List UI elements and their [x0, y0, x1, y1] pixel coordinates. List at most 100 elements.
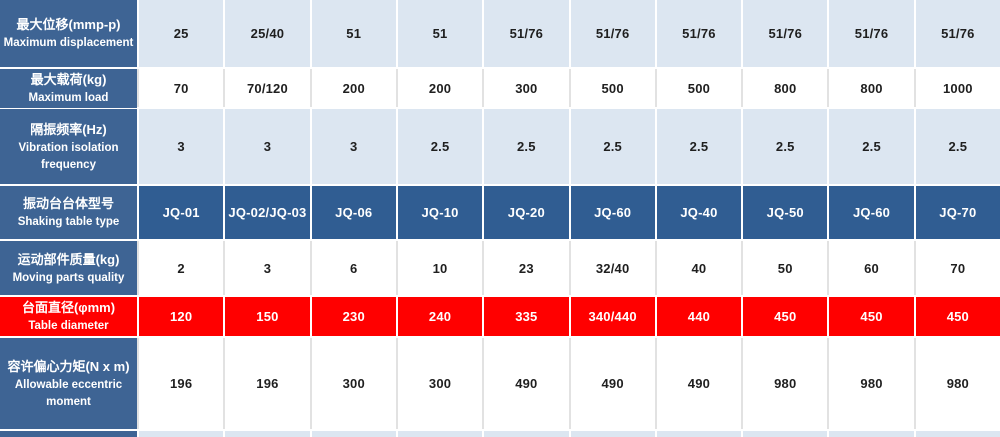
value-cell [484, 431, 569, 437]
value-cell: JQ-20 [484, 186, 569, 239]
row-label-zh: 最大位移(mmp-p) [16, 17, 121, 33]
value-cell: 3 [225, 109, 310, 184]
table-row [0, 431, 1000, 437]
value-cell: 3 [225, 241, 310, 295]
value-cell: 2.5 [484, 109, 569, 184]
value-cell: 2.5 [743, 109, 828, 184]
value-cell: 3 [139, 109, 224, 184]
value-cell: 196 [225, 338, 310, 429]
value-cell: 200 [397, 69, 483, 108]
value-cell: 196 [139, 338, 224, 429]
value-cell: 450 [915, 297, 1000, 336]
value-cell: 60 [829, 241, 914, 295]
value-cell: 70/120 [225, 69, 310, 108]
row-label-en: Maximum displacement [3, 37, 134, 50]
value-cell [915, 431, 1000, 437]
value-cell [743, 431, 828, 437]
row-label-zh: 容许偏心力矩(N x m) [7, 358, 130, 374]
value-cell: 2.5 [397, 109, 483, 184]
value-cell: 230 [311, 297, 396, 336]
value-cell: 51/76 [829, 0, 914, 67]
value-cell: 490 [570, 338, 655, 429]
value-cell: 340/440 [570, 297, 655, 336]
row-label-en: Vibration isolation frequency [18, 141, 119, 171]
value-cell: 51/76 [915, 0, 1000, 67]
value-cell: 2.5 [915, 109, 1000, 184]
value-cell: 70 [915, 241, 1000, 295]
value-cell: JQ-10 [397, 186, 483, 239]
value-cell: 2.5 [829, 109, 914, 184]
table-row: 运动部件质量(kg) Moving parts quality 2 3 6 10 23 32/… [0, 241, 1000, 295]
row-label-zh: 最大载荷(kg) [30, 72, 107, 87]
value-cell: 51/76 [656, 0, 742, 67]
value-cell: 2.5 [570, 109, 655, 184]
row-label-zh: 振动台台体型号 [22, 196, 114, 212]
value-cell: 51/76 [570, 0, 655, 67]
row-label-en: Maximum load [28, 92, 109, 105]
value-cell [829, 431, 914, 437]
value-cell: 10 [397, 241, 483, 295]
value-cell: JQ-02/JQ-03 [225, 186, 310, 239]
value-cell: 32/40 [570, 241, 655, 295]
row-label-zh: 隔振频率(Hz) [30, 121, 107, 137]
value-cell: 240 [397, 297, 483, 336]
value-cell: JQ-50 [743, 186, 828, 239]
row-header [0, 431, 137, 437]
value-cell [139, 431, 224, 437]
value-cell [225, 431, 310, 437]
value-cell: 25/40 [225, 0, 310, 67]
value-cell: 51 [397, 0, 483, 67]
value-cell: 120 [139, 297, 224, 336]
value-cell [311, 431, 396, 437]
table-row: 容许偏心力矩(N x m) Allowable eccentric moment 1… [0, 338, 1000, 429]
row-header: 容许偏心力矩(N x m) Allowable eccentric moment [0, 338, 137, 429]
value-cell: JQ-60 [829, 186, 914, 239]
value-cell: 25 [139, 0, 224, 67]
row-header: 振动台台体型号 Shaking table type [0, 186, 137, 239]
value-cell: 500 [656, 69, 742, 108]
value-cell: JQ-01 [139, 186, 224, 239]
value-cell: 70 [139, 69, 224, 108]
value-cell: 980 [915, 338, 1000, 429]
value-cell: 300 [397, 338, 483, 429]
value-cell: JQ-40 [656, 186, 742, 239]
value-cell: 440 [656, 297, 742, 336]
table-row: 振动台台体型号 Shaking table type JQ-01 JQ-02/JQ-0… [0, 186, 1000, 239]
table-row: 隔振频率(Hz) Vibration isolation frequency 3 3 3… [0, 109, 1000, 184]
value-cell: 300 [484, 69, 569, 108]
row-header: 台面直径(φmm) Table diameter [0, 297, 137, 336]
row-header: 最大载荷(kg) Maximum load [0, 69, 137, 108]
table-row: 台面直径(φmm) Table diameter 120 150 230 240 335 34… [0, 297, 1000, 336]
value-cell [397, 431, 483, 437]
value-cell: 490 [484, 338, 569, 429]
value-cell: JQ-60 [570, 186, 655, 239]
row-header: 最大位移(mmp-p) Maximum displacement [0, 0, 137, 67]
value-cell: JQ-70 [915, 186, 1000, 239]
value-cell: 51 [311, 0, 396, 67]
value-cell: 980 [829, 338, 914, 429]
row-label-en: Moving parts quality [12, 271, 125, 284]
value-cell: 335 [484, 297, 569, 336]
row-label-en: Shaking table type [17, 216, 120, 229]
value-cell: 40 [656, 241, 742, 295]
value-cell: JQ-06 [311, 186, 396, 239]
value-cell: 800 [743, 69, 828, 108]
value-cell: 150 [225, 297, 310, 336]
table-row: 最大位移(mmp-p) Maximum displacement 25 25/40 51… [0, 0, 1000, 67]
value-cell: 2 [139, 241, 224, 295]
row-label-zh: 运动部件质量(kg) [17, 251, 120, 267]
row-header: 运动部件质量(kg) Moving parts quality [0, 241, 137, 295]
row-header: 隔振频率(Hz) Vibration isolation frequency [0, 109, 137, 184]
value-cell: 490 [656, 338, 742, 429]
value-cell: 6 [311, 241, 396, 295]
value-cell: 200 [311, 69, 396, 108]
value-cell: 800 [829, 69, 914, 108]
value-cell [570, 431, 655, 437]
value-cell: 450 [829, 297, 914, 336]
row-label-zh: 台面直径(φmm) [21, 300, 116, 316]
value-cell: 50 [743, 241, 828, 295]
value-cell: 2.5 [656, 109, 742, 184]
value-cell [656, 431, 742, 437]
value-cell: 450 [743, 297, 828, 336]
